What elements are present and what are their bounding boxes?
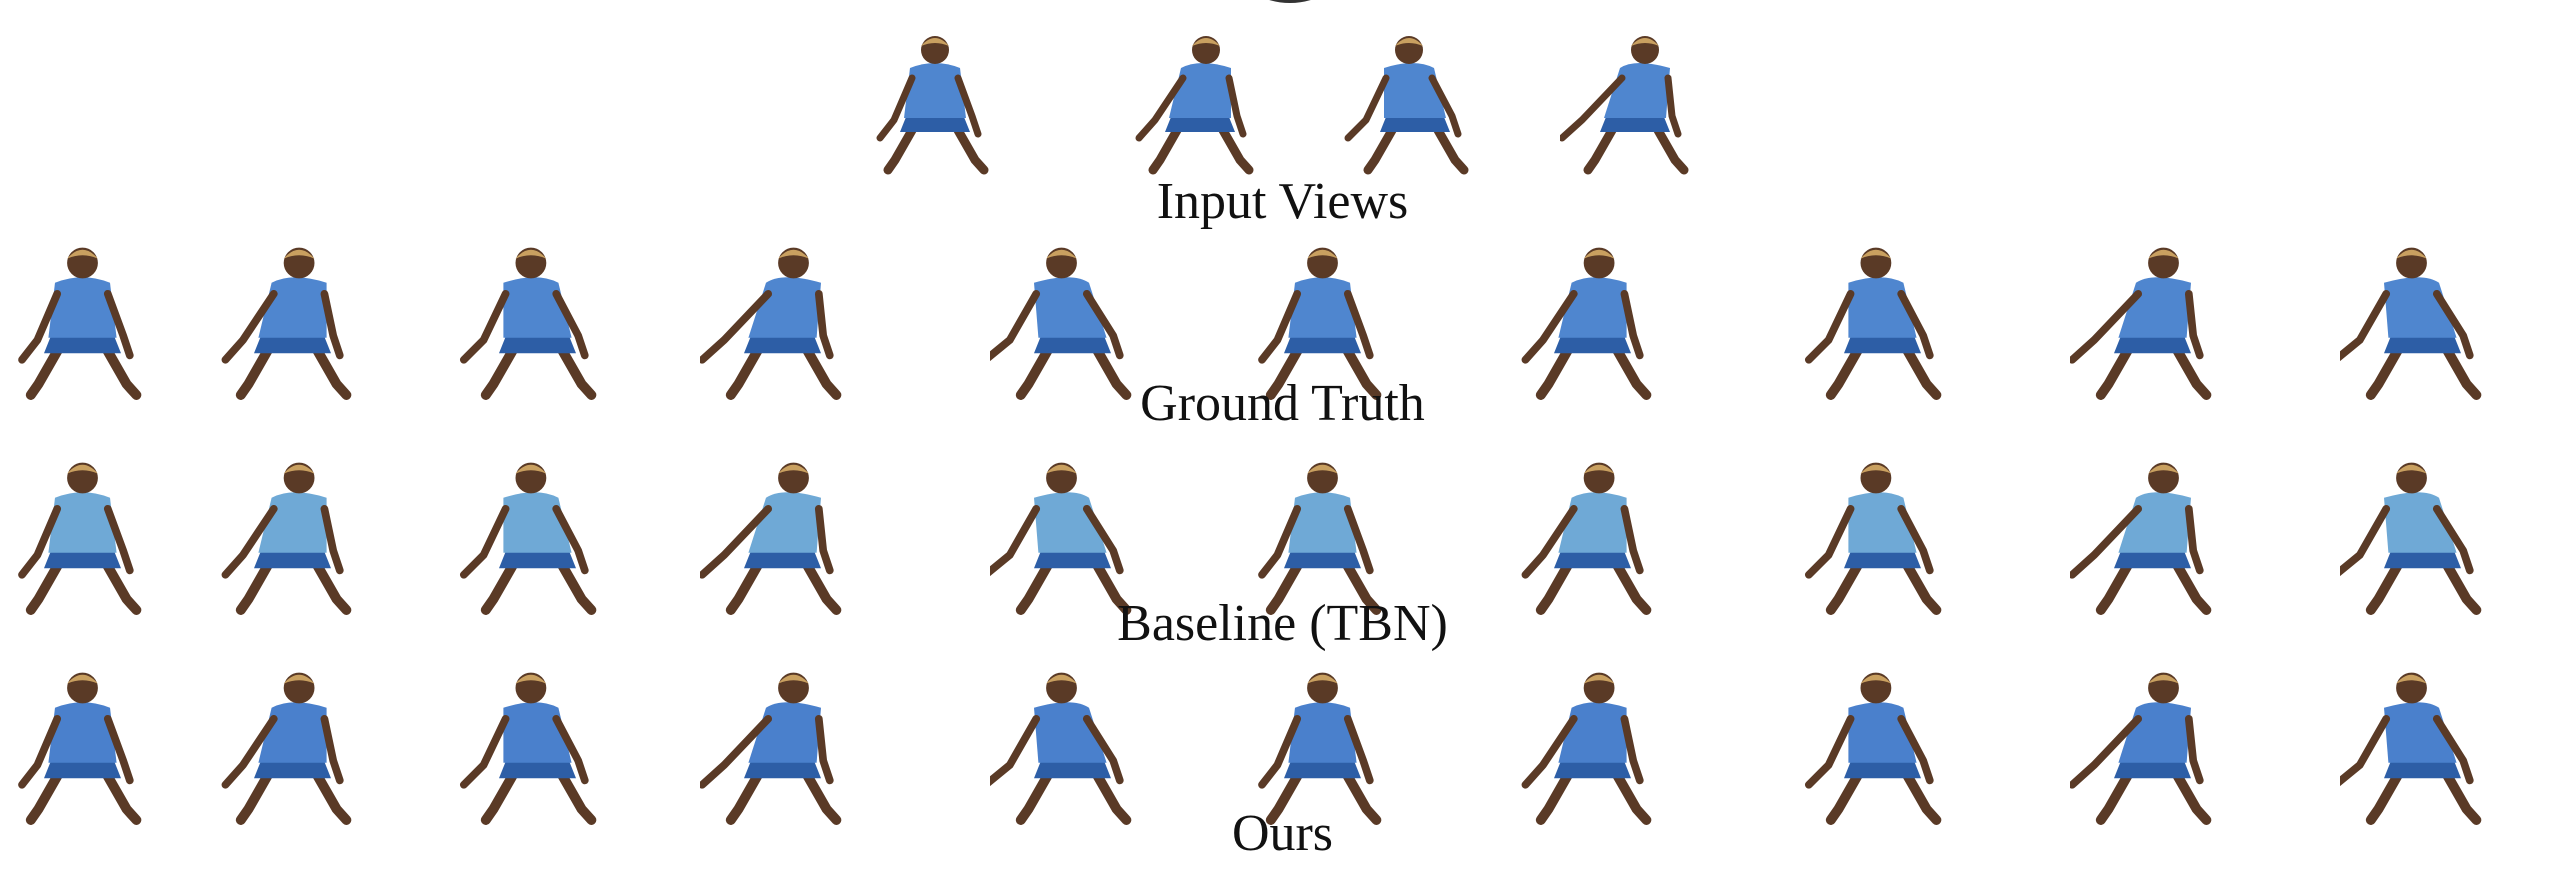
ground-truth-figure [455,230,620,412]
baseline-figure [210,445,375,627]
ours-figure [1800,655,1965,837]
baseline-caption: Baseline (TBN) [1117,595,1448,652]
baseline-figure [698,445,865,627]
input-view-figure [1340,20,1490,185]
ground-truth-figure [0,230,165,412]
ours-figure [1240,655,1405,837]
ground-truth-figure [210,230,375,412]
ground-truth-row [0,230,2565,410]
ours-figure [698,655,865,837]
ground-truth-figure [698,230,865,412]
baseline-figure [1240,445,1405,627]
ours-caption: Ours [1231,805,1334,862]
baseline-figure [1510,445,1675,627]
ground-truth-figure [1240,230,1405,412]
baseline-figure [2068,445,2235,627]
ground-truth-figure [2331,230,2505,412]
baseline-figure [2331,445,2505,627]
ours-row [0,655,2565,835]
input-view-figure [860,20,1010,185]
ground-truth-figure [1510,230,1675,412]
ours-figure [210,655,375,837]
ground-truth-figure [2068,230,2235,412]
ours-figure [455,655,620,837]
baseline-figure [981,445,1155,627]
ours-figure [1510,655,1675,837]
ours-figure [2068,655,2235,837]
input-views-row [0,20,2565,180]
input-views-caption: Input Views [1156,173,1409,230]
ours-figure [981,655,1155,837]
ground-truth-figure [1800,230,1965,412]
baseline-figure [0,445,165,627]
baseline-row [0,445,2565,625]
input-view-figure [1558,20,1710,185]
ours-figure [0,655,165,837]
baseline-figure [455,445,620,627]
cropped-top-mark [1269,0,1311,3]
baseline-figure [1800,445,1965,627]
ours-figure [2331,655,2505,837]
ground-truth-caption: Ground Truth [1140,375,1425,432]
input-view-figure [1125,20,1275,185]
ground-truth-figure [981,230,1155,412]
